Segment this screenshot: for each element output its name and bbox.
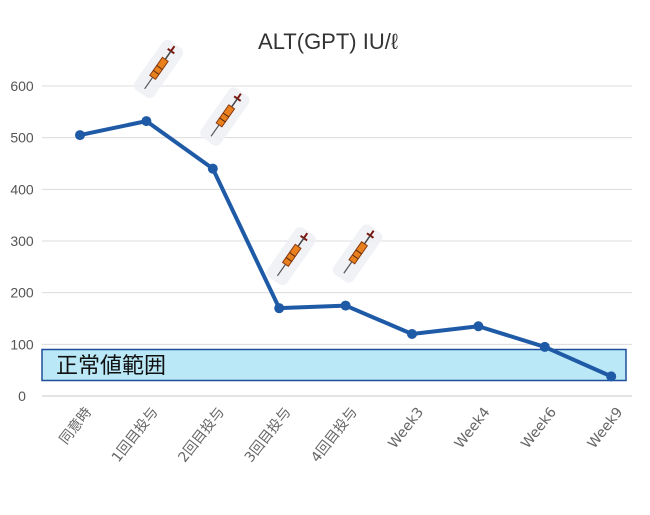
- y-tick-label: 600: [10, 78, 34, 94]
- y-axis-tick-labels: 0 100 200 300 400 500 600: [10, 78, 34, 404]
- data-point: [75, 130, 85, 141]
- y-tick-label: 300: [10, 233, 34, 249]
- x-tick-label: 3回目投与: [242, 405, 295, 466]
- x-tick-label: Week3: [385, 405, 427, 452]
- normal-range-rect: [41, 348, 627, 382]
- data-point: [274, 303, 285, 314]
- normal-range-band: 正常値範囲: [41, 348, 627, 382]
- data-point: [207, 163, 218, 174]
- x-tick-label: 同意時: [56, 404, 95, 448]
- y-tick-label: 100: [10, 336, 34, 352]
- syringe-icon: [133, 40, 184, 99]
- syringe-icon: [332, 224, 383, 283]
- x-tick-label: 1回目投与: [109, 405, 162, 466]
- y-tick-label: 200: [10, 285, 34, 301]
- data-point: [606, 371, 617, 382]
- syringe-icon: [200, 87, 250, 146]
- chart-title: ALT(GPT) IU/ℓ: [258, 29, 399, 54]
- injection-markers: [133, 40, 383, 286]
- data-point: [407, 329, 417, 339]
- data-point: [539, 341, 550, 352]
- y-tick-label: 400: [10, 181, 34, 197]
- data-point: [473, 321, 484, 332]
- x-tick-label: 2回目投与: [175, 405, 228, 466]
- data-point: [141, 116, 152, 127]
- x-tick-label: Week9: [585, 405, 627, 452]
- syringe-icon: [266, 227, 316, 286]
- x-tick-label: 4回目投与: [308, 405, 361, 466]
- alt-line: [78, 119, 614, 379]
- data-point: [340, 300, 351, 311]
- x-tick-label: Week4: [452, 405, 494, 452]
- x-tick-label: Week6: [518, 405, 560, 452]
- series-line: [78, 119, 614, 379]
- x-axis-tick-labels: 同意時 1回目投与 2回目投与 3回目投与 4回目投与 Week3 Week4 Week6 We…: [56, 404, 626, 466]
- y-tick-label: 0: [18, 388, 26, 404]
- data-points: [75, 116, 617, 382]
- normal-range-label: 正常値範囲: [56, 354, 166, 379]
- y-tick-label: 500: [10, 130, 34, 146]
